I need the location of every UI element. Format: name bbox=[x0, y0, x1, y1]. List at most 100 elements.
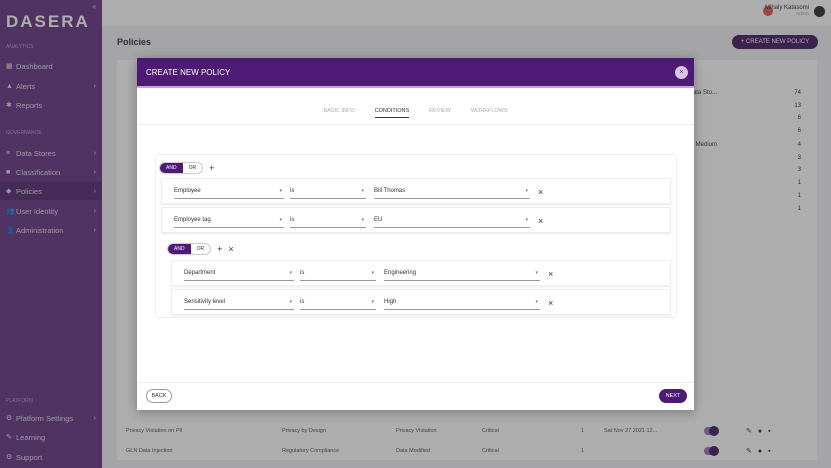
tab-review[interactable]: REVIEW bbox=[429, 108, 451, 114]
add-condition-button[interactable]: + bbox=[217, 244, 223, 254]
remove-condition-icon[interactable]: × bbox=[538, 216, 544, 226]
chevron-down-icon: ▾ bbox=[279, 217, 282, 223]
row-actions[interactable]: ✎●▪ bbox=[746, 448, 777, 455]
stat-value: 1 bbox=[797, 206, 801, 212]
chevron-right-icon: › bbox=[93, 414, 96, 422]
sidebar-item-platform-settings[interactable]: ⚙ Platform Settings › bbox=[0, 409, 102, 427]
value-select[interactable]: Bill Thomas ▾ bbox=[374, 188, 530, 199]
sidebar-item-support[interactable]: ⚙ Support bbox=[0, 448, 102, 466]
and-or-toggle[interactable]: AND OR bbox=[167, 243, 212, 255]
value-select[interactable]: EU ▾ bbox=[374, 217, 530, 228]
cell: GLN Data Injection bbox=[126, 448, 173, 454]
reports-icon: ✱ bbox=[6, 102, 12, 109]
sidebar-item-learning[interactable]: ✎ Learning bbox=[0, 428, 102, 446]
cell: Critical bbox=[482, 448, 499, 454]
label: Reports bbox=[16, 100, 43, 110]
tab-conditions[interactable]: CONDITIONS bbox=[374, 108, 410, 118]
sidebar-item-user-identity[interactable]: 👥 User Identity › bbox=[0, 202, 102, 220]
tab-workflows[interactable]: WORKFLOWS bbox=[470, 108, 508, 114]
user-info[interactable]: Mihaly Katasomi Admin bbox=[765, 5, 809, 16]
notification-icon[interactable] bbox=[763, 6, 773, 16]
label: Dashboard bbox=[16, 61, 53, 71]
chevron-down-icon: ▾ bbox=[361, 217, 364, 223]
or-option[interactable]: OR bbox=[188, 165, 197, 171]
chevron-right-icon: › bbox=[93, 149, 96, 157]
sidebar-item-alerts[interactable]: ▲ Alerts › bbox=[0, 77, 102, 95]
field-select[interactable]: Employee ▾ bbox=[174, 188, 284, 199]
modal-header: CREATE NEW POLICY bbox=[137, 58, 694, 88]
stat-value: 74 bbox=[794, 90, 801, 96]
cell: 1 bbox=[581, 428, 585, 434]
and-option[interactable]: AND bbox=[160, 163, 183, 173]
stat-value: 1 bbox=[797, 193, 801, 199]
row-actions[interactable]: ✎●▪ bbox=[746, 428, 777, 435]
collapse-sidebar-icon[interactable]: « bbox=[92, 2, 97, 11]
chevron-down-icon: ▾ bbox=[289, 299, 292, 305]
chevron-down-icon: ▾ bbox=[535, 270, 538, 276]
field-select[interactable]: Employee tag ▾ bbox=[174, 217, 284, 228]
and-option[interactable]: AND bbox=[168, 244, 191, 254]
tab-basic-info[interactable]: BASIC INFO bbox=[323, 108, 355, 114]
table-row[interactable]: Privacy Violation on PII Privacy by Desi… bbox=[126, 422, 816, 442]
cell: Sat Nov 27 2021 12... bbox=[604, 428, 658, 434]
condition-row: Employee ▾ is ▾ Bill Thomas ▾ × bbox=[161, 178, 671, 204]
sidebar-item-data-stores[interactable]: ≡ Data Stores › bbox=[0, 144, 102, 162]
stat-value: 13 bbox=[794, 103, 801, 109]
create-policy-button[interactable]: + CREATE NEW POLICY bbox=[732, 35, 818, 49]
remove-condition-icon[interactable]: × bbox=[548, 298, 554, 308]
enable-toggle[interactable] bbox=[704, 446, 719, 456]
condition-row: Employee tag ▾ is ▾ EU ▾ × bbox=[161, 207, 671, 233]
cell: Critical bbox=[482, 428, 499, 434]
alert-icon: ▲ bbox=[6, 82, 13, 90]
stat-value: 1 bbox=[797, 180, 801, 186]
remove-group-button[interactable]: × bbox=[228, 244, 234, 254]
enable-toggle[interactable] bbox=[704, 426, 719, 436]
table-row[interactable]: GLN Data Injection Regulatory Compliance… bbox=[126, 442, 816, 462]
field-select[interactable]: Department ▾ bbox=[184, 270, 294, 281]
page-title: Policies bbox=[117, 37, 152, 47]
sidebar-item-reports[interactable]: ✱ Reports bbox=[0, 96, 102, 114]
add-condition-button[interactable]: + bbox=[209, 163, 215, 173]
remove-condition-icon[interactable]: × bbox=[538, 187, 544, 197]
operator-select[interactable]: is ▾ bbox=[290, 217, 366, 228]
key-icon: ✎ bbox=[6, 434, 12, 441]
operator-select[interactable]: is ▾ bbox=[300, 299, 376, 310]
chevron-down-icon: ▾ bbox=[525, 217, 528, 223]
chevron-down-icon: ▾ bbox=[279, 188, 282, 194]
sidebar-item-administration[interactable]: 👤 Administration › bbox=[0, 221, 102, 239]
subgroup-operator: AND OR + × bbox=[167, 243, 234, 255]
sidebar-item-classification[interactable]: ■ Classification › bbox=[0, 163, 102, 181]
avatar[interactable] bbox=[814, 6, 825, 17]
chevron-right-icon: › bbox=[93, 82, 96, 90]
value-select[interactable]: Engineering ▾ bbox=[384, 270, 540, 281]
admin-icon: 👤 bbox=[6, 227, 15, 234]
chevron-down-icon: ▾ bbox=[361, 188, 364, 194]
modal-title: CREATE NEW POLICY bbox=[146, 67, 231, 77]
section-label: GOVERNANCE bbox=[6, 130, 42, 136]
divider bbox=[137, 382, 694, 383]
remove-condition-icon[interactable]: × bbox=[548, 269, 554, 279]
group-operator: AND OR + bbox=[159, 162, 214, 174]
chevron-down-icon: ▾ bbox=[371, 299, 374, 305]
topbar: Mihaly Katasomi Admin bbox=[102, 0, 831, 26]
operator-select[interactable]: is ▾ bbox=[300, 270, 376, 281]
chevron-down-icon: ▾ bbox=[525, 188, 528, 194]
section-label: PLATFORM bbox=[6, 398, 33, 404]
condition-row: Department ▾ is ▾ Engineering ▾ × bbox=[171, 260, 671, 286]
sidebar-item-dashboard[interactable]: ▦ Dashboard bbox=[0, 57, 102, 75]
field-select[interactable]: Sensitivity level ▾ bbox=[184, 299, 294, 310]
label: Platform Settings bbox=[16, 413, 74, 423]
sidebar-item-policies[interactable]: ◆ Policies › bbox=[0, 182, 102, 200]
condition-row: Sensitivity level ▾ is ▾ High ▾ × bbox=[171, 289, 671, 315]
back-button[interactable]: BACK bbox=[146, 389, 172, 403]
next-button[interactable]: NEXT bbox=[659, 389, 687, 403]
stat-value: 6 bbox=[797, 115, 801, 121]
value-select[interactable]: High ▾ bbox=[384, 299, 540, 310]
close-icon[interactable]: × bbox=[675, 66, 688, 79]
operator-select[interactable]: is ▾ bbox=[290, 188, 366, 199]
cell: Privacy Violation bbox=[396, 428, 437, 434]
stepper-tabs: BASIC INFO CONDITIONS REVIEW WORKFLOWS bbox=[137, 108, 694, 118]
or-option[interactable]: OR bbox=[196, 246, 205, 252]
and-or-toggle[interactable]: AND OR bbox=[159, 162, 204, 174]
label: Policies bbox=[16, 186, 42, 196]
